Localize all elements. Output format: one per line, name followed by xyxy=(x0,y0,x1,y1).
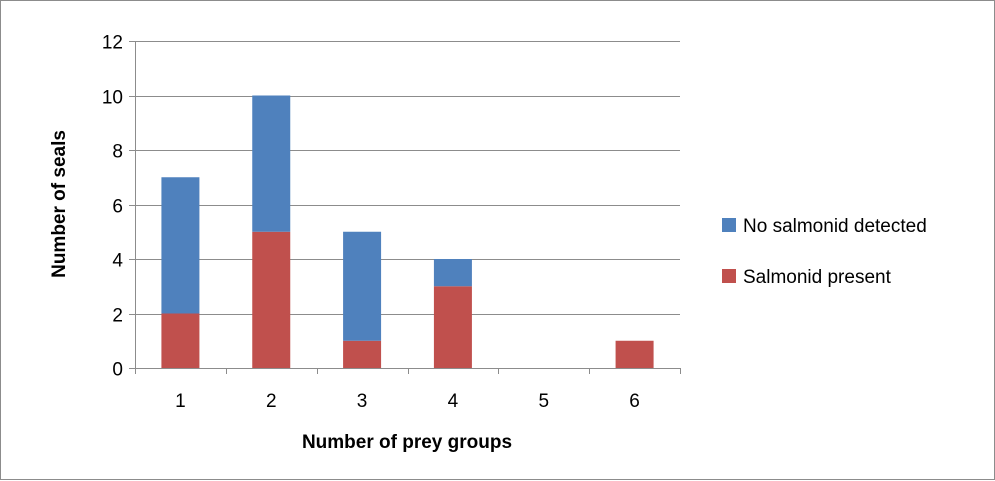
legend: No salmonid detected Salmonid present xyxy=(722,216,927,288)
x-tick-label: 3 xyxy=(357,391,368,412)
bar-salmonid-present-1 xyxy=(161,313,200,368)
gridlines xyxy=(135,41,680,315)
x-tick-label: 5 xyxy=(538,391,549,412)
bar-no-salmonid-detected-2 xyxy=(252,95,291,232)
legend-label-no-salmonid-detected: No salmonid detected xyxy=(743,216,927,237)
bar-no-salmonid-detected-4 xyxy=(433,259,472,287)
bars xyxy=(161,95,654,368)
bar-salmonid-present-3 xyxy=(343,340,382,368)
y-tick-labels: 0 2 4 6 8 10 12 xyxy=(102,33,124,381)
x-tick-label: 1 xyxy=(175,391,186,412)
y-tick-label: 0 xyxy=(112,360,123,381)
bar-salmonid-present-2 xyxy=(252,231,291,368)
legend-swatch-salmonid-present xyxy=(722,269,736,283)
x-tick-labels: 1 2 3 4 5 6 xyxy=(175,391,640,412)
y-tick-label: 12 xyxy=(102,33,123,54)
y-axis-title: Number of seals xyxy=(49,130,70,278)
legend-label-salmonid-present: Salmonid present xyxy=(743,267,892,288)
bar-salmonid-present-4 xyxy=(433,286,472,368)
bar-no-salmonid-detected-1 xyxy=(161,177,200,314)
y-tick-label: 10 xyxy=(102,88,123,109)
legend-swatch-no-salmonid-detected xyxy=(722,218,736,232)
y-tick-label: 2 xyxy=(112,306,123,327)
x-axis-title: Number of prey groups xyxy=(302,432,512,453)
x-tick-label: 4 xyxy=(448,391,459,412)
axes xyxy=(129,41,681,374)
x-tick-label: 6 xyxy=(629,391,640,412)
bar-no-salmonid-detected-3 xyxy=(343,231,382,341)
y-tick-label: 8 xyxy=(112,142,123,163)
bar-salmonid-present-6 xyxy=(615,340,654,368)
y-tick-label: 6 xyxy=(112,197,123,218)
x-tick-label: 2 xyxy=(266,391,277,412)
y-tick-label: 4 xyxy=(112,251,123,272)
